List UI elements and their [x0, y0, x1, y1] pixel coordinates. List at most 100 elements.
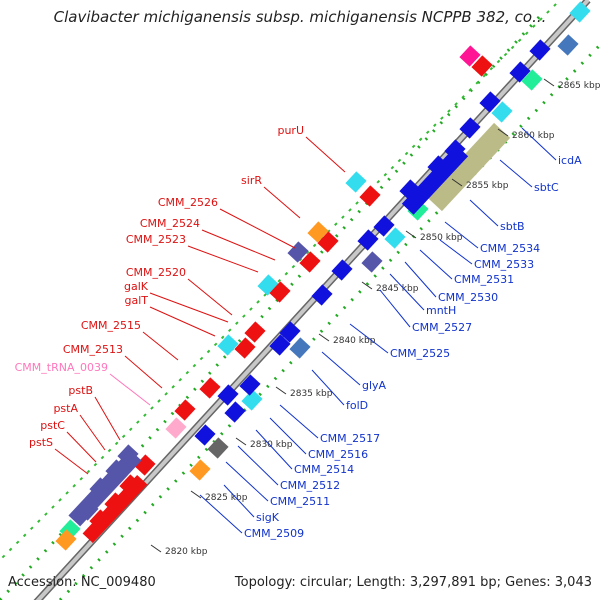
- accession-text: Accession: NC_009480: [8, 575, 156, 590]
- cds-reverse-long: [401, 145, 469, 215]
- hypothetical: [361, 251, 383, 273]
- gene-label-left: pstC: [40, 419, 65, 432]
- steel-feature: [289, 337, 311, 359]
- orange-feature: [307, 221, 329, 243]
- cyan-feature: [257, 274, 279, 296]
- cds-forward: [199, 377, 221, 399]
- leader-line: [311, 369, 345, 406]
- leader-line: [149, 292, 229, 323]
- leader-line: [439, 239, 473, 265]
- gene-label-right: folD: [346, 399, 368, 412]
- cds-forward: [299, 251, 321, 273]
- cyan-feature: [384, 227, 406, 249]
- gene-label-right: CMM_2531: [454, 273, 514, 286]
- leader-line: [237, 445, 279, 486]
- cyan-feature: [217, 334, 239, 356]
- gene-label-left: purU: [277, 124, 304, 137]
- gray-feature: [207, 437, 229, 459]
- gene-label-right: CMM_2525: [390, 347, 450, 360]
- leader-line: [219, 208, 296, 249]
- tick-label: 2855 kbp: [466, 181, 509, 191]
- gene-label-right: icdA: [558, 154, 582, 167]
- gene-label-left: galT: [125, 294, 149, 307]
- cds-forward: [244, 321, 266, 343]
- topology-text: Topology: circular; Length: 3,297,891 bp…: [234, 575, 592, 590]
- feature-track: [55, 1, 591, 551]
- tick-mark: [361, 281, 373, 290]
- cds-reverse: [269, 334, 291, 356]
- gene-label-right: sbtC: [534, 181, 559, 194]
- leader-line: [66, 431, 97, 463]
- leader-line: [225, 461, 269, 502]
- green-feature: [407, 199, 429, 221]
- guide-line-3: [0, 0, 561, 562]
- tick-mark: [451, 178, 463, 187]
- gene-label-right: CMM_2517: [320, 432, 380, 445]
- cds-reverse: [311, 284, 333, 306]
- cds-forward-long: [82, 474, 148, 544]
- leader-line: [199, 494, 243, 534]
- gene-label-left: CMM_tRNA_0039: [15, 361, 108, 374]
- orange-feature: [189, 459, 211, 481]
- hypothetical-long: [68, 449, 142, 527]
- gene-label-left: sirR: [241, 174, 262, 187]
- leader-line: [201, 229, 276, 261]
- left-labels: purU sirR CMM_2526 CMM_2524 CMM_2523 CMM_2520…: [15, 124, 346, 475]
- leader-line: [54, 448, 89, 475]
- leader-line: [187, 245, 259, 273]
- leader-line: [521, 127, 557, 161]
- leader-line: [142, 331, 179, 361]
- cds-reverse: [194, 424, 216, 446]
- leader-line: [321, 351, 361, 386]
- gene-label-left: CMM_2520: [126, 266, 186, 279]
- cds-forward: [269, 281, 291, 303]
- cyan-feature: [491, 101, 513, 123]
- tick-label: 2845 kbp: [376, 284, 419, 294]
- gene-label-right: CMM_2512: [280, 479, 340, 492]
- leader-line: [255, 429, 293, 470]
- cyan-feature: [241, 389, 263, 411]
- gene-label-right: CMM_2514: [294, 463, 354, 476]
- gene-label-left: CMM_2524: [140, 217, 200, 230]
- leader-line: [269, 417, 307, 455]
- cds-reverse: [357, 229, 379, 251]
- gene-label-left: CMM_2513: [63, 343, 123, 356]
- cds-reverse: [217, 384, 239, 406]
- leader-line: [279, 404, 319, 439]
- cds-forward: [471, 55, 493, 77]
- tick-mark: [190, 490, 202, 499]
- leader-line: [444, 221, 479, 249]
- gene-label-left: pstA: [53, 402, 78, 415]
- leader-line: [379, 289, 411, 328]
- leader-line: [404, 261, 437, 298]
- cds-reverse: [239, 374, 261, 396]
- cds-reverse: [331, 259, 353, 281]
- gene-label-right: sigK: [256, 511, 280, 524]
- tick-label: 2860 kbp: [512, 131, 555, 141]
- steel-feature: [557, 34, 579, 56]
- cds-reverse: [373, 215, 395, 237]
- gene-label-right: mntH: [426, 304, 456, 317]
- orange-feature: [55, 529, 77, 551]
- gene-label-right: glyA: [362, 379, 387, 392]
- gene-label-left: CMM_2515: [81, 319, 141, 332]
- leader-line: [223, 484, 255, 518]
- cds-reverse: [479, 91, 501, 113]
- gene-label-right: CMM_2516: [308, 448, 368, 461]
- leader-line: [419, 249, 453, 280]
- tick-label: 2865 kbp: [558, 81, 600, 91]
- gene-label-right: CMM_2530: [438, 291, 498, 304]
- guide-line-2: [58, 43, 600, 600]
- kbp-ticks: 2820 kbp 2825 kbp 2830 kbp 2835 kbp 2840 kbp…: [150, 78, 600, 557]
- cds-forward: [234, 337, 256, 359]
- tick-label: 2840 kbp: [333, 336, 376, 346]
- tick-label: 2820 kbp: [165, 547, 208, 557]
- tick-mark: [235, 437, 247, 446]
- gene-label-left: pstB: [68, 384, 93, 397]
- olive-feature: [425, 122, 511, 212]
- gene-label-left: pstS: [29, 436, 53, 449]
- tick-mark: [275, 386, 287, 395]
- leader-line: [109, 373, 151, 406]
- leader-line: [469, 199, 499, 227]
